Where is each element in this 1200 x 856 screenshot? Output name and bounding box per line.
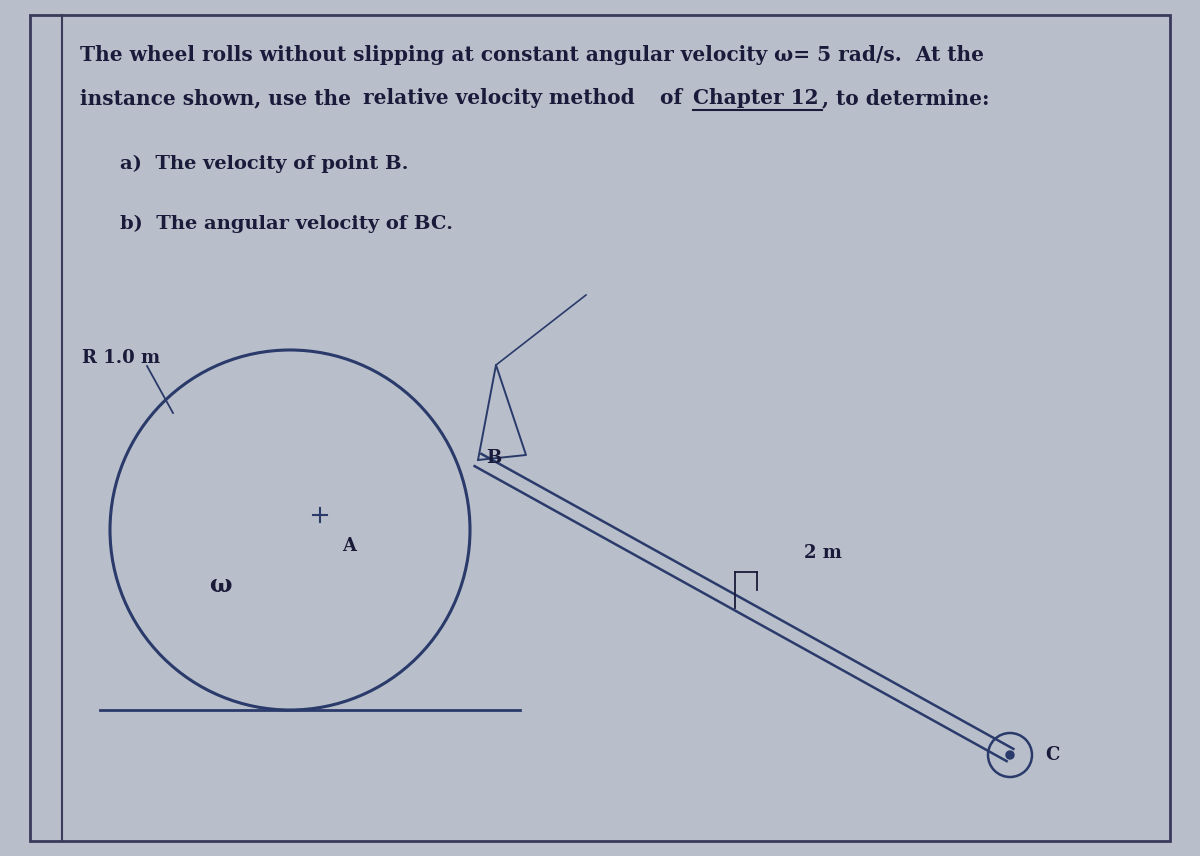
Text: b)  The angular velocity of BC.: b) The angular velocity of BC.	[120, 215, 454, 233]
Text: instance shown, use the: instance shown, use the	[80, 88, 358, 108]
Text: A: A	[342, 537, 356, 555]
Circle shape	[1006, 751, 1014, 759]
Text: of: of	[653, 88, 689, 108]
Text: 2 m: 2 m	[804, 544, 842, 562]
Text: Chapter 12: Chapter 12	[694, 88, 818, 108]
Text: ω: ω	[209, 573, 232, 597]
Text: a)  The velocity of point B.: a) The velocity of point B.	[120, 155, 408, 173]
Text: , to determine:: , to determine:	[822, 88, 990, 108]
Text: C: C	[1045, 746, 1060, 764]
Text: R 1.0 m: R 1.0 m	[82, 349, 160, 367]
Text: relative velocity method: relative velocity method	[364, 88, 635, 108]
Text: B: B	[486, 449, 502, 467]
Text: The wheel rolls without slipping at constant angular velocity ω= 5 rad/s.  At th: The wheel rolls without slipping at cons…	[80, 45, 984, 65]
